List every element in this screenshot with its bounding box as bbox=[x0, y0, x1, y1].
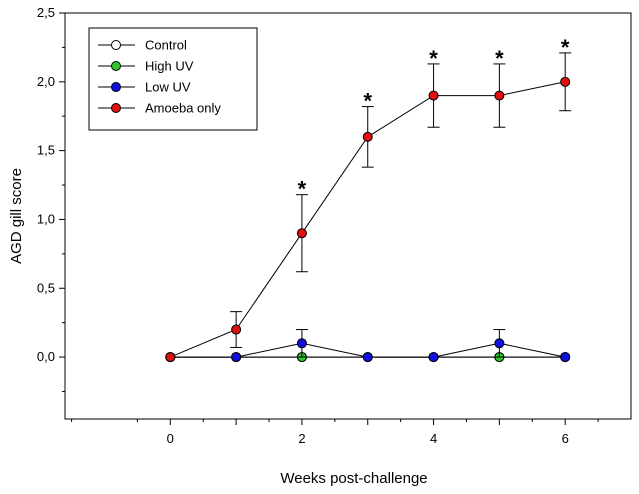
data-point bbox=[494, 90, 505, 101]
axes: 0,0 0,5 1,0 1,5 2,0 2,5 0 2 4 6 bbox=[37, 5, 599, 446]
y-axis-title: AGD gill score bbox=[8, 168, 25, 264]
legend-marker bbox=[111, 103, 121, 113]
data-point bbox=[231, 324, 242, 335]
data-point bbox=[560, 76, 571, 87]
x-tick-label: 2 bbox=[298, 431, 305, 446]
series-layer bbox=[165, 52, 572, 363]
data-point bbox=[165, 352, 176, 363]
legend-label: Low UV bbox=[145, 80, 191, 95]
legend: Control High UV Low UV Amoeba only bbox=[88, 27, 258, 131]
x-axis-title: Weeks post-challenge bbox=[280, 470, 427, 487]
data-point bbox=[428, 352, 439, 363]
legend-marker bbox=[111, 40, 121, 50]
data-point bbox=[362, 131, 373, 142]
significance-marker: * bbox=[429, 46, 438, 71]
legend-label: High UV bbox=[145, 59, 194, 74]
significance-marker: * bbox=[561, 35, 570, 60]
data-point bbox=[296, 338, 307, 349]
series-amoeba-only bbox=[165, 52, 572, 363]
y-tick-label: 1,0 bbox=[37, 211, 55, 226]
legend-label: Amoeba only bbox=[145, 101, 221, 116]
data-point bbox=[231, 352, 242, 363]
significance-marker: * bbox=[298, 177, 307, 202]
data-point bbox=[362, 352, 373, 363]
significance-marker: * bbox=[495, 46, 504, 71]
y-tick-label: 2,5 bbox=[37, 5, 55, 20]
y-tick-label: 1,5 bbox=[37, 143, 55, 158]
x-tick-label: 0 bbox=[167, 431, 174, 446]
legend-label: Control bbox=[145, 38, 187, 53]
plot-frame bbox=[64, 12, 632, 420]
data-point bbox=[296, 228, 307, 239]
significance-marker: * bbox=[363, 89, 372, 114]
x-tick-label: 4 bbox=[430, 431, 437, 446]
legend-marker bbox=[111, 82, 121, 92]
legend-marker bbox=[111, 61, 121, 71]
data-point bbox=[494, 338, 505, 349]
y-tick-label: 0,5 bbox=[37, 280, 55, 295]
y-tick-label: 2,0 bbox=[37, 74, 55, 89]
data-point bbox=[560, 352, 571, 363]
x-tick-label: 6 bbox=[562, 431, 569, 446]
data-point bbox=[428, 90, 439, 101]
annotations: * * * * * bbox=[298, 35, 570, 202]
y-tick-label: 0,0 bbox=[37, 349, 55, 364]
